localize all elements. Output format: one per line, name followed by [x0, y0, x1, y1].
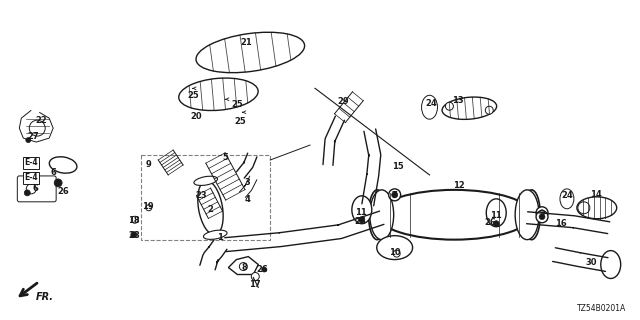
Text: 27: 27 — [28, 132, 39, 140]
Circle shape — [26, 138, 31, 143]
Text: 24: 24 — [426, 99, 437, 108]
Circle shape — [29, 120, 45, 136]
Ellipse shape — [422, 95, 438, 119]
Text: 11: 11 — [355, 208, 367, 217]
Text: 15: 15 — [392, 163, 404, 172]
Text: 6: 6 — [32, 184, 38, 193]
Ellipse shape — [196, 32, 305, 73]
Circle shape — [493, 221, 499, 227]
Circle shape — [392, 192, 397, 198]
Text: 7: 7 — [539, 212, 545, 221]
Circle shape — [26, 184, 36, 194]
Text: 30: 30 — [585, 258, 596, 267]
Text: 21: 21 — [241, 38, 252, 47]
Text: 25: 25 — [232, 100, 243, 109]
Text: 5: 5 — [223, 153, 228, 162]
Ellipse shape — [560, 189, 574, 209]
Circle shape — [131, 232, 137, 238]
Text: 13: 13 — [452, 96, 463, 105]
Ellipse shape — [198, 181, 223, 235]
Text: 26: 26 — [57, 188, 69, 196]
Text: 20: 20 — [191, 112, 202, 121]
Text: 22: 22 — [35, 116, 47, 125]
Text: 3: 3 — [244, 179, 250, 188]
Text: 12: 12 — [454, 181, 465, 190]
Circle shape — [393, 250, 400, 257]
Ellipse shape — [486, 199, 506, 227]
Text: E-4: E-4 — [24, 173, 38, 182]
Text: 24: 24 — [561, 191, 573, 200]
Circle shape — [54, 179, 62, 187]
Circle shape — [388, 189, 401, 201]
Text: 8: 8 — [241, 263, 247, 272]
FancyBboxPatch shape — [17, 176, 56, 202]
Circle shape — [536, 207, 548, 219]
Text: 2: 2 — [207, 205, 213, 214]
Circle shape — [24, 190, 30, 196]
Circle shape — [578, 202, 590, 214]
Text: TZ54B0201A: TZ54B0201A — [577, 304, 627, 313]
Text: 10: 10 — [389, 248, 401, 257]
Text: 17: 17 — [250, 280, 261, 289]
Ellipse shape — [377, 236, 413, 260]
Text: 6: 6 — [50, 168, 56, 178]
Text: 11: 11 — [490, 211, 502, 220]
PathPatch shape — [19, 110, 53, 142]
Circle shape — [539, 214, 545, 220]
Text: 25: 25 — [234, 117, 246, 126]
Circle shape — [131, 216, 138, 223]
Ellipse shape — [194, 176, 218, 185]
Circle shape — [445, 102, 453, 110]
Circle shape — [359, 217, 365, 223]
Text: 19: 19 — [142, 202, 154, 211]
Text: E-4: E-4 — [24, 158, 38, 167]
Circle shape — [485, 106, 493, 114]
Ellipse shape — [515, 190, 539, 240]
Ellipse shape — [352, 196, 372, 224]
Bar — [141, 155, 270, 240]
Ellipse shape — [523, 190, 540, 240]
Ellipse shape — [369, 190, 386, 240]
PathPatch shape — [228, 257, 259, 275]
Text: 26: 26 — [257, 265, 268, 274]
Text: 29: 29 — [337, 97, 349, 106]
Ellipse shape — [49, 157, 77, 173]
Text: 28: 28 — [128, 231, 140, 240]
Text: 23: 23 — [196, 191, 207, 200]
Text: 9: 9 — [146, 160, 152, 170]
Text: 4: 4 — [244, 195, 250, 204]
Text: 1: 1 — [218, 233, 223, 242]
Text: 16: 16 — [555, 219, 567, 228]
Text: 14: 14 — [590, 190, 602, 199]
Text: 26: 26 — [484, 218, 496, 227]
Ellipse shape — [204, 230, 227, 239]
Circle shape — [252, 273, 259, 280]
Circle shape — [262, 267, 267, 272]
Text: FR.: FR. — [36, 292, 54, 302]
Ellipse shape — [577, 197, 617, 219]
Circle shape — [536, 211, 548, 223]
Text: 18: 18 — [128, 216, 140, 225]
Text: 26: 26 — [354, 217, 365, 226]
Ellipse shape — [370, 190, 394, 240]
Ellipse shape — [377, 190, 532, 240]
Text: 7: 7 — [392, 191, 397, 200]
Ellipse shape — [601, 251, 621, 278]
Ellipse shape — [442, 97, 497, 119]
Circle shape — [146, 205, 152, 211]
Circle shape — [539, 210, 545, 216]
Text: 25: 25 — [188, 91, 200, 100]
Ellipse shape — [179, 78, 258, 110]
Circle shape — [239, 262, 247, 270]
